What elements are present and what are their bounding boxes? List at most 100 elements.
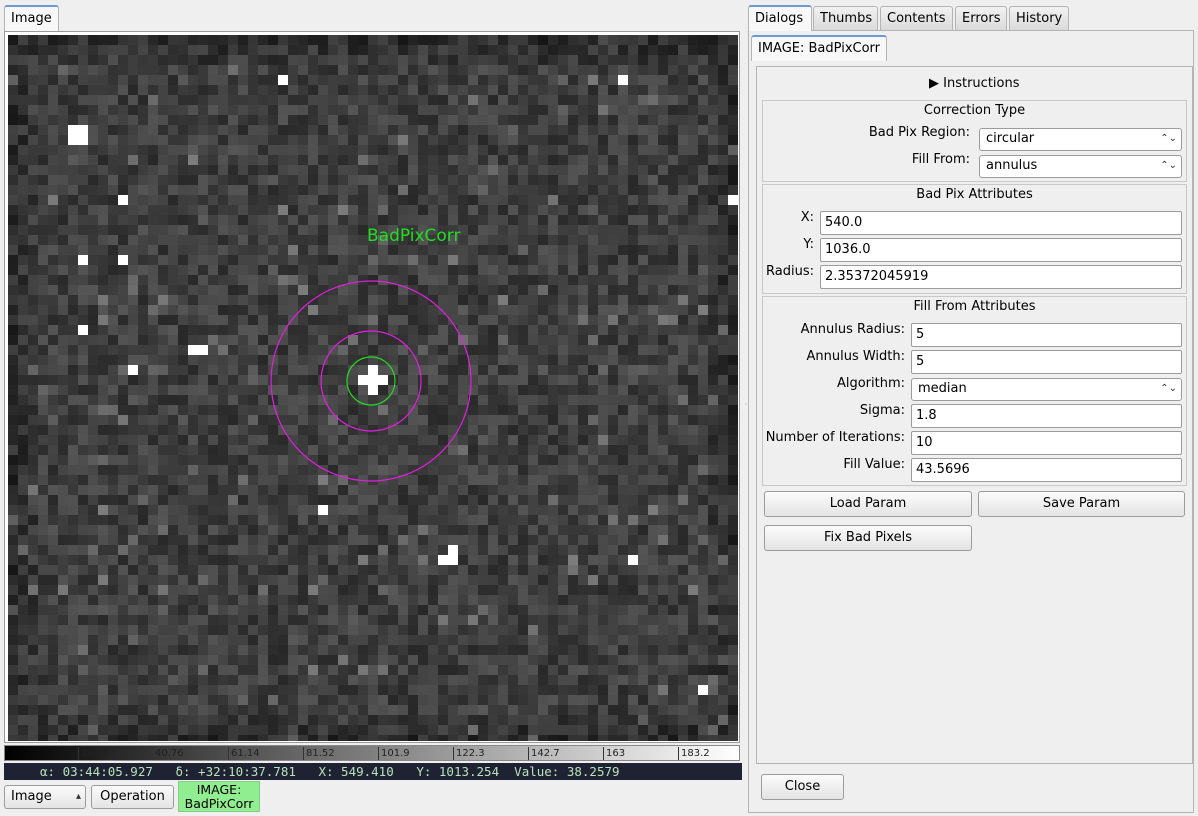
active-image-indicator: IMAGE: BadPixCorr (178, 781, 260, 812)
annulus-width-label: Annulus Width: (806, 349, 905, 364)
badpix-attributes-group: Bad Pix Attributes X: 540.0 Y: 1036.0 Ra… (762, 184, 1187, 294)
badpix-region-value: circular (986, 131, 1035, 146)
bright-pixel (198, 345, 208, 355)
colorbar-tick: 183.2 (678, 747, 710, 760)
bright-pixel (368, 375, 378, 385)
bright-pixel (78, 125, 88, 135)
bright-pixel (358, 375, 368, 385)
colorbar-tick: 163 (603, 747, 625, 760)
algorithm-select[interactable]: median ⌃⌄ (911, 378, 1182, 401)
x-label: X: (800, 210, 814, 225)
fill-value-label: Fill Value: (843, 457, 905, 472)
bright-pixel (118, 195, 128, 205)
badpix-region-label: Bad Pix Region: (868, 125, 970, 140)
active-image-prefix: IMAGE: (196, 782, 242, 797)
tab-errors[interactable]: Errors (955, 6, 1007, 30)
bright-pixel (68, 135, 78, 145)
colorbar-tick: 101.9 (378, 747, 410, 760)
bright-pixel (128, 365, 138, 375)
ra-readout: α: 03:44:05.927 (40, 764, 153, 779)
save-param-button[interactable]: Save Param (978, 491, 1185, 517)
bright-pixel (698, 685, 708, 695)
colorbar-tick: 81.52 (303, 747, 335, 760)
updown-icon: ⌃⌄ (1160, 383, 1177, 394)
colorbar-tick: 40.76 (152, 747, 184, 760)
fill-from-label: Fill From: (911, 152, 970, 167)
sigma-field[interactable]: 1.8 (911, 404, 1182, 428)
instructions-toggle[interactable]: ▶ Instructions (929, 76, 1020, 91)
bright-pixel (438, 555, 448, 565)
colorbar-tick: 142.7 (528, 747, 560, 760)
annulus-radius-label: Annulus Radius: (800, 322, 905, 337)
bright-pixel (618, 75, 628, 85)
image-type-select[interactable]: Image ▴ (4, 785, 86, 809)
bright-pixel (78, 255, 88, 265)
bright-pixel (368, 385, 378, 395)
tab-history[interactable]: History (1009, 6, 1069, 30)
iterations-field[interactable]: 10 (911, 431, 1182, 455)
fill-value-field[interactable]: 43.5696 (911, 458, 1182, 482)
annulus-outer-circle[interactable] (270, 280, 472, 482)
bright-pixel (448, 555, 458, 565)
bright-pixel (368, 365, 378, 375)
star-field-image[interactable]: BadPixCorr (8, 35, 738, 741)
colorbar-tick: 20.38 (78, 747, 110, 760)
annulus-width-field[interactable]: 5 (911, 350, 1182, 374)
algorithm-value: median (918, 381, 967, 396)
tab-contents[interactable]: Contents (880, 6, 953, 30)
bright-pixel (728, 195, 738, 205)
bright-pixel (628, 555, 638, 565)
colorbar-tick: 61.14 (228, 747, 260, 760)
radius-label: Radius: (766, 264, 814, 279)
region-label: BadPixCorr (367, 226, 460, 246)
fix-bad-pixels-button[interactable]: Fix Bad Pixels (764, 525, 972, 551)
image-type-value: Image (11, 789, 52, 804)
fill-from-attributes-group: Fill From Attributes Annulus Radius: 5 A… (762, 296, 1187, 486)
dec-readout: δ: +32:10:37.781 (175, 764, 296, 779)
tab-image[interactable]: Image (4, 5, 59, 31)
y-readout: Y: 1013.254 (416, 764, 500, 779)
fill-from-select[interactable]: annulus ⌃⌄ (979, 155, 1182, 178)
instructions-label: Instructions (943, 76, 1020, 91)
sigma-label: Sigma: (859, 403, 905, 418)
bright-pixel (68, 125, 78, 135)
y-field[interactable]: 1036.0 (820, 238, 1182, 262)
bright-pixel (118, 255, 128, 265)
iterations-label: Number of Iterations: (765, 430, 905, 445)
operation-button[interactable]: Operation (91, 785, 174, 809)
colorbar[interactable]: 20.38 40.76 61.14 81.52 101.9 122.3 142.… (4, 745, 740, 761)
bright-pixel (78, 325, 88, 335)
updown-icon: ▴ (75, 791, 81, 802)
badpix-region-circle[interactable] (346, 356, 396, 406)
badpix-region-select[interactable]: circular ⌃⌄ (979, 128, 1182, 151)
fill-from-attributes-title: Fill From Attributes (913, 299, 1036, 314)
annulus-inner-circle[interactable] (320, 330, 422, 432)
correction-type-title: Correction Type (923, 103, 1026, 118)
bright-pixel (188, 345, 198, 355)
bright-pixel (278, 75, 288, 85)
radius-field[interactable]: 2.35372045919 (820, 265, 1182, 289)
fill-from-value: annulus (986, 158, 1038, 173)
bright-pixel (448, 545, 458, 555)
y-label: Y: (803, 237, 814, 252)
algorithm-label: Algorithm: (836, 376, 905, 391)
image-viewer: BadPixCorr (4, 31, 740, 743)
value-readout: Value: 38.2579 (514, 764, 620, 779)
bright-pixel (378, 375, 388, 385)
correction-type-group: Correction Type Bad Pix Region: circular… (762, 100, 1187, 182)
tab-dialogs[interactable]: Dialogs (748, 5, 812, 31)
close-button[interactable]: Close (761, 774, 844, 800)
cursor-readout: α: 03:44:05.927 δ: +32:10:37.781 X: 549.… (4, 763, 742, 780)
annulus-radius-field[interactable]: 5 (911, 323, 1182, 347)
colorbar-tick: 122.3 (453, 747, 485, 760)
badpixcorr-panel: ▶ Instructions Correction Type Bad Pix R… (756, 66, 1193, 764)
badpix-attributes-title: Bad Pix Attributes (916, 187, 1033, 202)
tab-badpixcorr-plugin[interactable]: IMAGE: BadPixCorr (751, 35, 888, 61)
updown-icon: ⌃⌄ (1160, 133, 1177, 144)
active-image-name: BadPixCorr (184, 796, 254, 811)
image-canvas[interactable]: BadPixCorr (8, 35, 738, 741)
x-readout: X: 549.410 (318, 764, 394, 779)
tab-thumbs[interactable]: Thumbs (813, 6, 878, 30)
x-field[interactable]: 540.0 (820, 211, 1182, 235)
load-param-button[interactable]: Load Param (764, 491, 972, 517)
